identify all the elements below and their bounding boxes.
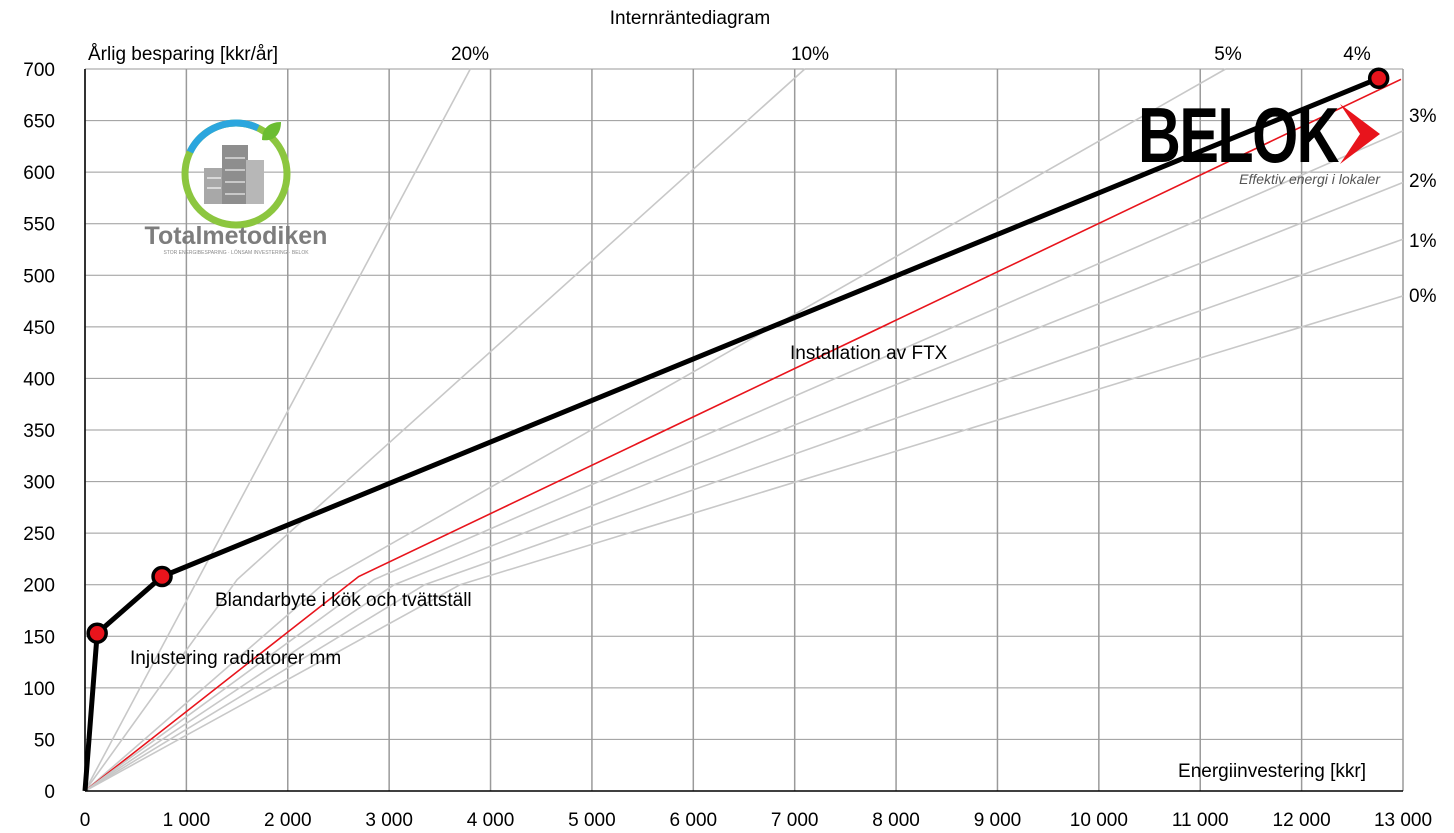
y-tick-label: 50 bbox=[34, 730, 55, 751]
axes: 0 1 000 2 000 3 000 4 000 5 000 6 000 7 000 8 00… bbox=[23, 60, 1432, 831]
belok-logo: BELOK Effektiv energi i lokaler bbox=[1138, 91, 1381, 187]
x-tick-label: 4 000 bbox=[467, 810, 515, 831]
belok-name: BELOK bbox=[1138, 91, 1339, 179]
measure-label: Injustering radiatorer mm bbox=[130, 648, 341, 669]
y-tick-label: 400 bbox=[23, 369, 55, 390]
y-tick-label: 0 bbox=[44, 782, 55, 803]
x-tick-label: 5 000 bbox=[568, 810, 616, 831]
y-axis-label: Årlig besparing [kkr/år] bbox=[88, 44, 278, 65]
x-axis-label: Energiinvestering [kkr] bbox=[1178, 761, 1366, 782]
y-tick-label: 150 bbox=[23, 627, 55, 648]
y-tick-label: 100 bbox=[23, 679, 55, 700]
rate-curve-0pct bbox=[84, 295, 1404, 792]
x-tick-label: 2 000 bbox=[264, 810, 312, 831]
y-tick-label: 300 bbox=[23, 473, 55, 494]
measure-label: Installation av FTX bbox=[790, 343, 948, 364]
totalmetodiken-subtitle: STOR ENERGIBESPARING · LÖNSAM INVESTERIN… bbox=[163, 249, 309, 256]
y-tick-label: 350 bbox=[23, 421, 55, 442]
rate-label: 2% bbox=[1409, 171, 1437, 192]
text-layer: Internräntediagram Årlig besparing [kkr/… bbox=[88, 8, 1437, 782]
y-tick-label: 600 bbox=[23, 163, 55, 184]
rate-curve-3pct bbox=[84, 130, 1404, 792]
logo-ring-top bbox=[186, 119, 260, 154]
belok-arrow-icon bbox=[1340, 104, 1380, 164]
rate-curve-20pct bbox=[84, 68, 472, 792]
y-tick-label: 500 bbox=[23, 266, 55, 287]
measure-point bbox=[151, 565, 173, 588]
leaf-icon bbox=[262, 122, 281, 141]
x-tick-label: 13 000 bbox=[1374, 810, 1432, 831]
x-tick-label: 8 000 bbox=[872, 810, 920, 831]
totalmetodiken-logo: Totalmetodiken STOR ENERGIBESPARING · LÖ… bbox=[145, 119, 328, 256]
belok-tagline: Effektiv energi i lokaler bbox=[1239, 171, 1381, 187]
x-tick-label: 7 000 bbox=[771, 810, 819, 831]
measure-line bbox=[82, 75, 1380, 792]
y-tick-label: 550 bbox=[23, 215, 55, 236]
rate-curve-10pct bbox=[84, 68, 806, 792]
y-tick-label: 650 bbox=[23, 112, 55, 133]
measure-layer bbox=[82, 67, 1390, 792]
x-tick-label: 10 000 bbox=[1070, 810, 1128, 831]
building-icon bbox=[204, 145, 264, 204]
measure-point bbox=[86, 622, 108, 644]
measure-label: Blandarbyte i kök och tvättställ bbox=[215, 590, 472, 611]
x-tick-label: 1 000 bbox=[163, 810, 211, 831]
measure-point bbox=[1367, 67, 1390, 90]
y-tick-label: 450 bbox=[23, 318, 55, 339]
chart-title: Internräntediagram bbox=[610, 8, 771, 29]
x-tick-label: 12 000 bbox=[1273, 810, 1331, 831]
x-tick-label: 9 000 bbox=[974, 810, 1022, 831]
rate-label: 5% bbox=[1214, 44, 1242, 65]
x-tick-label: 11 000 bbox=[1172, 810, 1229, 831]
y-tick-label: 200 bbox=[23, 576, 55, 597]
rate-curve-2pct bbox=[84, 181, 1404, 792]
y-tick-label: 250 bbox=[23, 524, 55, 545]
rate-label: 0% bbox=[1409, 286, 1437, 307]
grid bbox=[84, 68, 1404, 792]
rate-label: 4% bbox=[1343, 44, 1371, 65]
rate-label: 10% bbox=[791, 44, 829, 65]
rate-curve-4pct bbox=[84, 78, 1402, 792]
x-tick-label: 6 000 bbox=[670, 810, 718, 831]
totalmetodiken-name: Totalmetodiken bbox=[145, 222, 328, 250]
x-tick-label: 0 bbox=[80, 810, 91, 831]
x-tick-label: 3 000 bbox=[365, 810, 413, 831]
rate-label: 20% bbox=[451, 44, 489, 65]
rate-curves bbox=[84, 68, 1404, 792]
rate-curve-5pct bbox=[84, 68, 1226, 792]
y-tick-label: 700 bbox=[23, 60, 55, 81]
rate-curve-1pct bbox=[84, 238, 1404, 792]
rate-label: 1% bbox=[1409, 231, 1437, 252]
rate-label: 3% bbox=[1409, 106, 1437, 127]
